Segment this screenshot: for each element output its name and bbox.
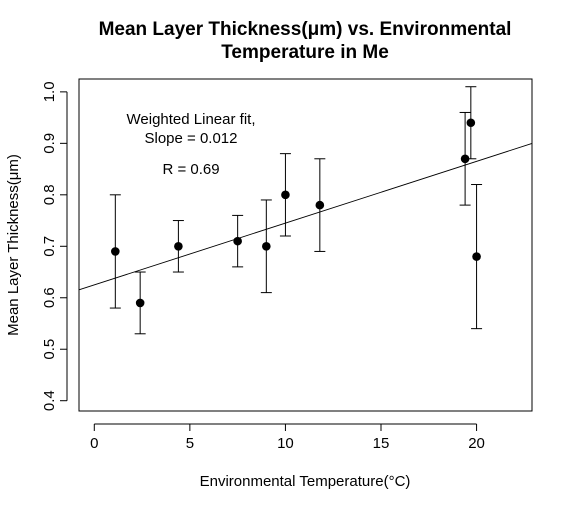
data-point: [232, 214, 244, 268]
data-point: [279, 153, 291, 237]
y-tick-label: 0.5: [41, 339, 58, 360]
point-marker: [315, 200, 325, 210]
point-marker: [472, 252, 481, 261]
y-tick-label: 0.6: [41, 287, 58, 308]
data-point: [172, 220, 184, 273]
data-point: [471, 184, 483, 330]
x-tick-label: 20: [468, 435, 485, 452]
data-point: [109, 194, 121, 309]
point-marker: [466, 118, 476, 128]
y-tick-label: 1.0: [41, 81, 58, 102]
data-point: [459, 111, 471, 206]
fit-annotation-slope: Slope = 0.012: [145, 130, 238, 147]
data-point: [134, 271, 146, 335]
data-point: [314, 158, 326, 252]
point-marker: [460, 154, 470, 164]
point-marker: [135, 298, 145, 308]
fit-line: [78, 143, 533, 291]
plot-frame: [78, 78, 533, 412]
points-layer: [109, 86, 483, 335]
chart-title-line-2: Temperature in Me: [221, 42, 389, 63]
point-marker: [111, 247, 120, 256]
y-tick-label: 0.8: [41, 184, 58, 205]
x-tick-label: 5: [186, 435, 194, 452]
y-tick-label: 0.4: [41, 390, 58, 411]
x-tick-label: 10: [277, 435, 294, 452]
y-axis-label: Mean Layer Thickness(μm): [5, 154, 22, 336]
point-marker: [281, 190, 290, 200]
x-tick-label: 15: [373, 435, 390, 452]
point-marker: [233, 236, 242, 246]
y-tick-label: 0.9: [41, 133, 58, 154]
fit-annotation-line-1: Weighted Linear fit,: [127, 111, 256, 128]
y-tick-label: 0.7: [41, 236, 58, 257]
x-axis: 0 5 10 15 20: [90, 423, 485, 452]
y-axis: 0.4 0.5 0.6 0.7 0.8 0.9 1.0: [41, 81, 68, 411]
fit-line-layer: [78, 143, 533, 291]
chart-title-line-1: Mean Layer Thickness(μm) vs. Environment…: [99, 19, 512, 40]
data-point: [465, 86, 477, 160]
data-point: [260, 199, 272, 294]
fit-annotation-r: R = 0.69: [162, 161, 219, 178]
point-marker: [262, 241, 271, 251]
x-axis-label: Environmental Temperature(°C): [200, 473, 411, 490]
x-tick-label: 0: [90, 435, 98, 452]
point-marker: [174, 241, 183, 251]
